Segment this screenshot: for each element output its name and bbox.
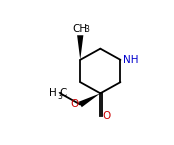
Text: 3: 3 bbox=[85, 25, 89, 34]
Text: CH: CH bbox=[73, 24, 88, 34]
Text: 3: 3 bbox=[57, 92, 62, 101]
Text: H: H bbox=[49, 88, 57, 98]
Text: C: C bbox=[60, 88, 67, 98]
Text: O: O bbox=[102, 111, 111, 121]
Polygon shape bbox=[77, 35, 83, 60]
Text: NH: NH bbox=[123, 55, 139, 65]
Text: O: O bbox=[70, 99, 78, 109]
Polygon shape bbox=[79, 93, 100, 107]
